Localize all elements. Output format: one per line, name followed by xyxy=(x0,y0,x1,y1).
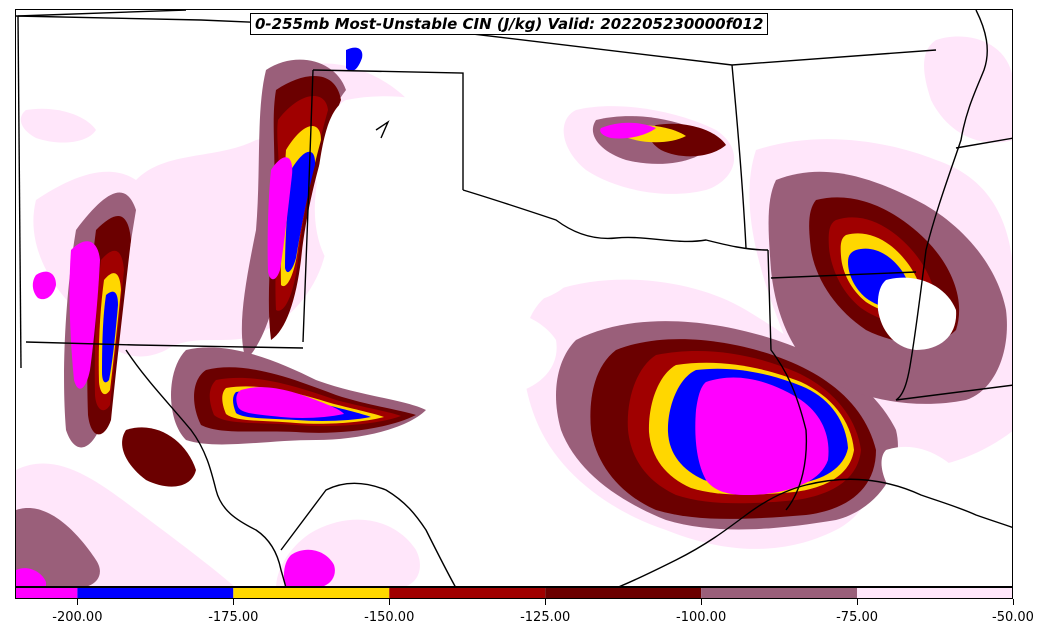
colorbar-ticks: -200.00 -175.00 -150.00 -125.00 -100.00 -75.0… xyxy=(0,599,1044,629)
colorbar-bin-0 xyxy=(15,587,78,599)
colorbar-tick-label: -125.00 xyxy=(520,610,571,625)
colorbar-tick-mark xyxy=(856,599,858,605)
colorbar-tick-label: -100.00 xyxy=(676,610,727,625)
cin-map xyxy=(16,10,1012,586)
colorbar-bin-6 xyxy=(857,587,1013,599)
state-borders xyxy=(16,10,1012,586)
colorbar-tick-mark xyxy=(388,599,390,605)
colorbar-border xyxy=(15,587,1013,599)
colorbar-tick-label: -50.00 xyxy=(992,610,1034,625)
colorbar-tick-mark xyxy=(232,599,234,605)
cin-field-gaps xyxy=(314,96,970,515)
colorbar-bin-1 xyxy=(77,587,234,599)
colorbar-bin-4 xyxy=(545,587,702,599)
colorbar-tick-mark xyxy=(544,599,546,605)
cin-field-magenta xyxy=(16,122,829,586)
colorbar-tick-mark xyxy=(76,599,78,605)
map-panel xyxy=(15,9,1013,587)
colorbar-tick-mark xyxy=(700,599,702,605)
colorbar-tick-label: -150.00 xyxy=(364,610,415,625)
colorbar-bin-2 xyxy=(233,587,390,599)
colorbar-tick-mark xyxy=(1012,599,1014,605)
colorbar-tick-label: -75.00 xyxy=(836,610,879,625)
colorbar-tick-label: -175.00 xyxy=(208,610,259,625)
map-title: 0-255mb Most-Unstable CIN (J/kg) Valid: … xyxy=(250,13,769,35)
colorbar-tick-label: -200.00 xyxy=(52,610,103,625)
colorbar xyxy=(15,587,1013,599)
colorbar-bin-5 xyxy=(701,587,858,599)
colorbar-bin-3 xyxy=(389,587,546,599)
